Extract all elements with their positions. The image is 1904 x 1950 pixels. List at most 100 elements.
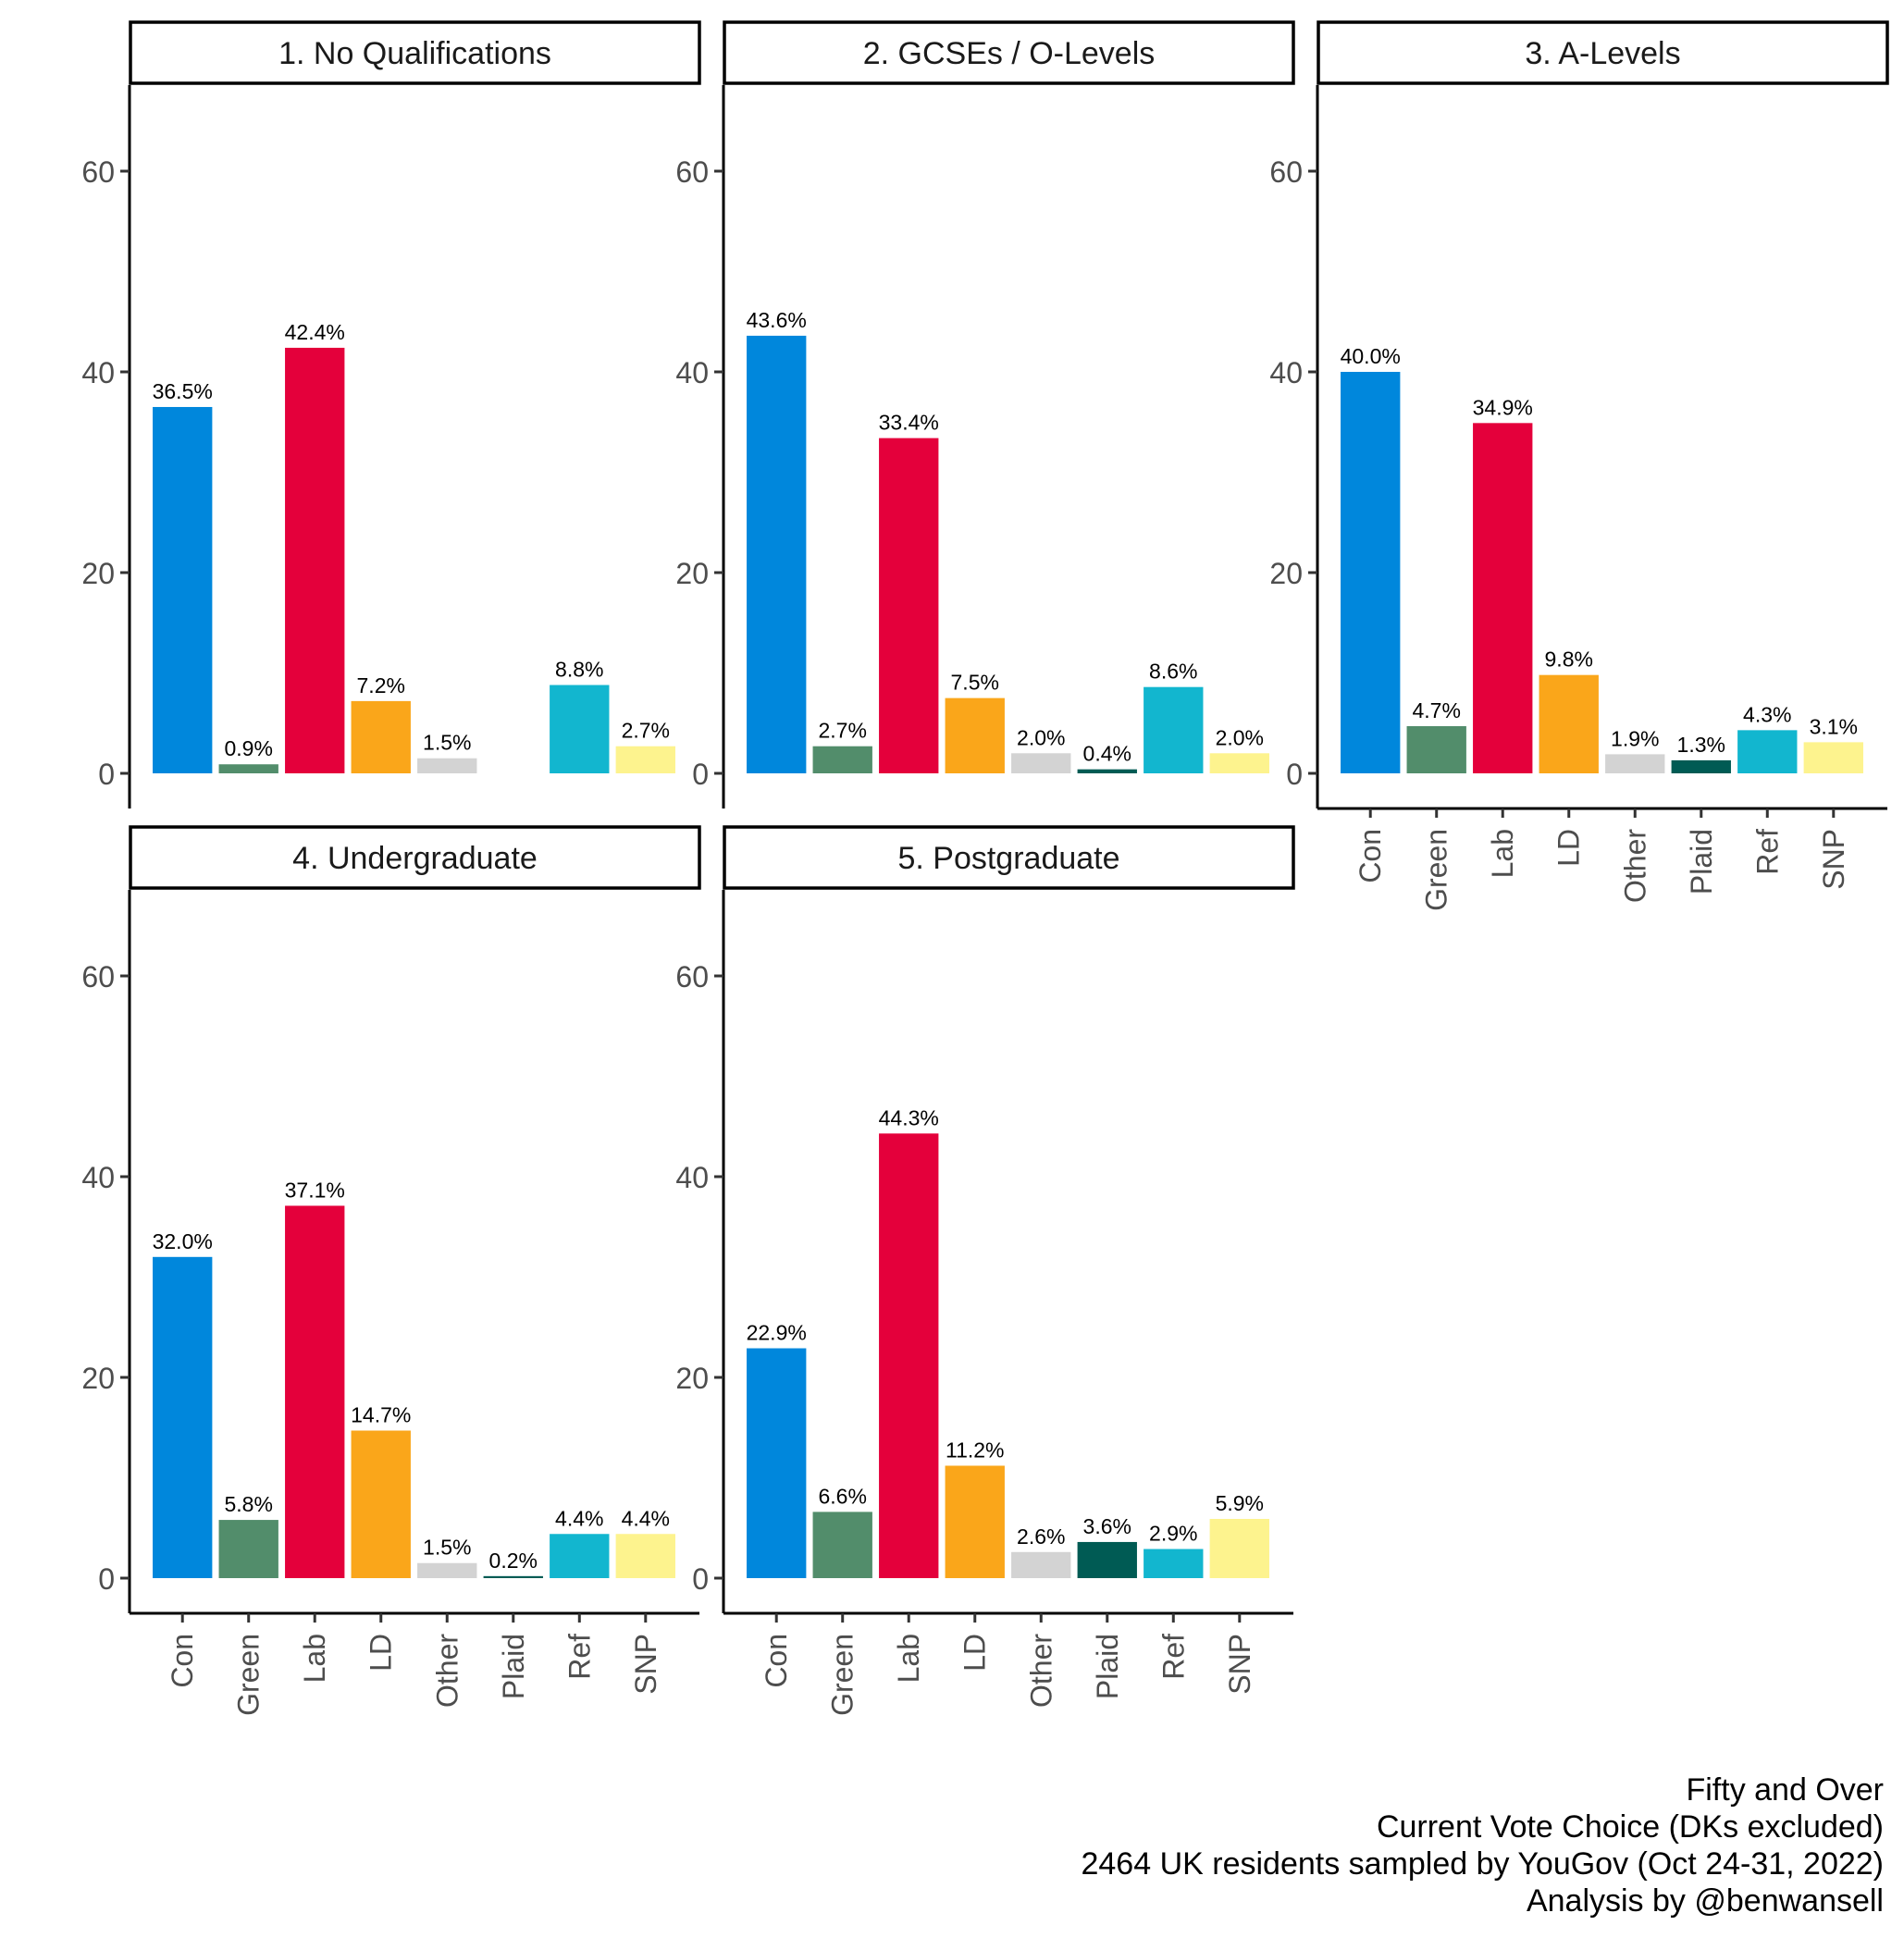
caption-line-4: Analysis by @benwansell — [1526, 1883, 1884, 1919]
x-tick-label-ref: Ref — [563, 1634, 596, 1680]
bar-con — [153, 406, 213, 773]
y-tick-label: 0 — [98, 758, 115, 791]
x-tick-label-con: Con — [1354, 829, 1387, 883]
bar-lab — [285, 347, 345, 773]
data-label-ref: 4.4% — [555, 1506, 603, 1530]
y-tick-label: 60 — [81, 155, 115, 189]
x-tick-label-lab: Lab — [298, 1634, 331, 1683]
y-tick-label: 0 — [692, 758, 709, 791]
y-tick-label: 40 — [675, 1161, 709, 1194]
x-tick-label-lab: Lab — [892, 1634, 925, 1683]
x-tick-label-ref: Ref — [1750, 829, 1784, 875]
bar-other — [1605, 754, 1665, 773]
data-label-ref: 8.8% — [555, 658, 603, 682]
x-tick-label-ld: LD — [1552, 829, 1586, 867]
x-tick-label-snp: SNP — [629, 1634, 662, 1695]
data-label-ref: 8.6% — [1149, 660, 1197, 684]
data-label-other: 1.9% — [1611, 726, 1659, 750]
data-label-snp: 5.9% — [1216, 1491, 1264, 1515]
x-tick-label-green: Green — [232, 1634, 266, 1716]
bar-plaid — [483, 1575, 543, 1578]
x-tick-label-lab: Lab — [1486, 829, 1519, 878]
bar-ref — [1144, 1549, 1204, 1578]
x-tick-label-green: Green — [826, 1634, 859, 1716]
caption-line-3: 2464 UK residents sampled by YouGov (Oct… — [1081, 1846, 1884, 1882]
y-tick-label: 40 — [675, 356, 709, 389]
y-tick-label: 20 — [81, 557, 115, 590]
bar-other — [417, 1562, 477, 1578]
data-label-plaid: 3.6% — [1083, 1514, 1131, 1538]
bar-ref — [1737, 730, 1798, 773]
y-tick-label: 40 — [81, 1161, 115, 1194]
bar-other — [1011, 753, 1071, 773]
data-label-ld: 14.7% — [351, 1403, 411, 1427]
bar-snp — [1209, 753, 1269, 773]
bar-ld — [351, 1430, 411, 1578]
facet-strip-2-gcses-o-levels — [723, 20, 1295, 85]
facet-title: 3. A-Levels — [1525, 36, 1680, 71]
data-label-con: 22.9% — [747, 1321, 807, 1345]
facet-title: 4. Undergraduate — [292, 841, 538, 876]
data-label-lab: 37.1% — [285, 1178, 345, 1202]
data-label-ref: 4.3% — [1743, 702, 1791, 726]
data-label-ld: 11.2% — [946, 1438, 1005, 1462]
bar-con — [747, 1348, 807, 1578]
bar-lab — [1473, 423, 1533, 773]
facet-title: 1. No Qualifications — [278, 36, 551, 71]
bar-plaid — [1671, 759, 1731, 773]
data-label-snp: 2.7% — [622, 719, 670, 743]
faceted-bar-chart: 1. No Qualifications 0 20 40 60 36.5% 0.9% 42.4… — [81, 20, 1889, 1716]
data-label-ref: 2.9% — [1149, 1522, 1197, 1546]
data-label-con: 43.6% — [747, 308, 807, 332]
y-tick-label: 0 — [1286, 758, 1303, 791]
facet-strip-4-undergraduate — [129, 825, 701, 890]
facet-title: 2. GCSEs / O-Levels — [863, 36, 1156, 71]
bar-ld — [351, 700, 411, 773]
x-tick-label-snp: SNP — [1817, 829, 1850, 890]
data-label-lab: 34.9% — [1473, 395, 1533, 419]
data-label-other: 2.0% — [1017, 725, 1065, 749]
x-tick-label-con: Con — [760, 1634, 793, 1688]
bar-snp — [1209, 1518, 1269, 1578]
y-tick-label: 20 — [675, 1362, 709, 1395]
y-tick-label: 0 — [98, 1562, 115, 1596]
bar-green — [812, 746, 872, 773]
x-tick-label-plaid: Plaid — [1685, 829, 1718, 895]
bar-snp — [615, 746, 675, 773]
caption-line-2: Current Vote Choice (DKs excluded) — [1376, 1809, 1884, 1845]
data-label-con: 36.5% — [153, 379, 213, 403]
y-tick-label: 60 — [81, 960, 115, 994]
bar-green — [218, 764, 278, 773]
data-label-snp: 2.0% — [1216, 725, 1264, 749]
bar-ref — [550, 1534, 610, 1578]
chart-svg: 1. No Qualifications 0 20 40 60 36.5% 0.9% 42.4… — [81, 20, 1889, 1716]
bar-green — [1406, 726, 1466, 773]
bar-ld — [945, 1465, 1005, 1578]
data-label-lab: 44.3% — [879, 1105, 939, 1129]
bar-lab — [285, 1205, 345, 1578]
data-label-other: 1.5% — [423, 731, 471, 755]
data-label-other: 1.5% — [423, 1536, 471, 1560]
bar-lab — [879, 1133, 939, 1578]
data-label-green: 0.9% — [225, 736, 273, 760]
x-tick-label-plaid: Plaid — [497, 1634, 530, 1699]
bar-other — [1011, 1551, 1071, 1578]
y-tick-label: 60 — [675, 155, 709, 189]
bar-plaid — [1077, 1541, 1137, 1578]
caption: Fifty and Over Current Vote Choice (DKs … — [1081, 1771, 1884, 1919]
data-label-green: 5.8% — [225, 1492, 273, 1516]
bar-ld — [945, 697, 1005, 773]
bar-snp — [1803, 742, 1863, 773]
data-label-ld: 7.2% — [357, 673, 405, 697]
y-tick-label: 60 — [1269, 155, 1303, 189]
data-label-snp: 4.4% — [622, 1506, 670, 1530]
y-tick-label: 60 — [675, 960, 709, 994]
bar-green — [812, 1512, 872, 1578]
bar-other — [417, 758, 477, 773]
bar-ld — [1539, 674, 1599, 773]
data-label-ld: 9.8% — [1545, 648, 1593, 672]
data-label-snp: 3.1% — [1810, 714, 1858, 738]
data-label-con: 40.0% — [1341, 344, 1401, 368]
bar-con — [1341, 372, 1401, 773]
facet-strip-3-a-levels — [1317, 20, 1889, 85]
